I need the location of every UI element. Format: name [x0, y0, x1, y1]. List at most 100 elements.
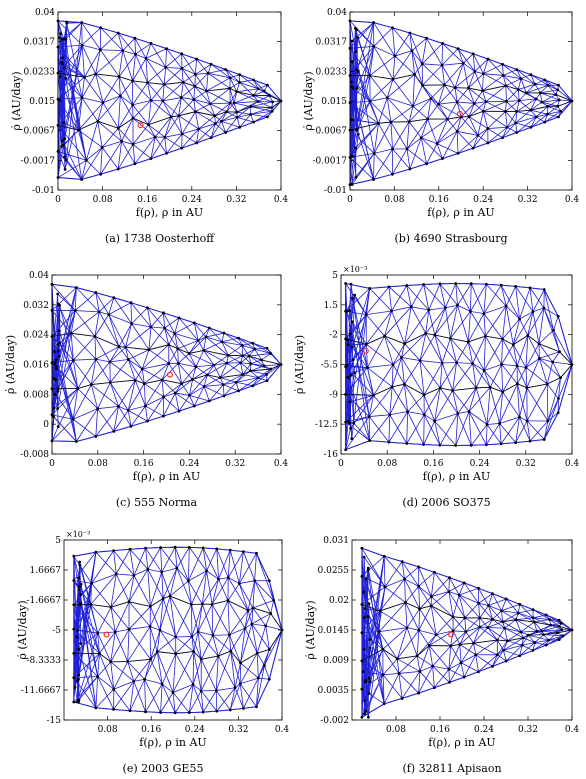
mesh-edge	[51, 414, 74, 420]
mesh-node	[186, 579, 190, 583]
mesh-edge	[463, 53, 474, 64]
mesh-edge	[515, 286, 520, 320]
mesh-edge	[188, 547, 204, 582]
mesh-edge	[51, 284, 57, 367]
mesh-edge	[383, 556, 386, 588]
mesh-edge	[176, 567, 192, 605]
mesh-edge	[483, 58, 489, 74]
mesh-node	[482, 72, 485, 76]
mesh-edge	[369, 288, 392, 312]
mesh-edge	[239, 652, 258, 684]
mesh-edge	[432, 645, 451, 667]
mesh-edge	[189, 353, 215, 366]
mesh-edge	[519, 604, 534, 619]
mesh-node	[405, 442, 409, 445]
mesh-node	[62, 37, 65, 41]
mesh-edge	[409, 32, 423, 64]
mesh-node	[79, 593, 83, 596]
mesh-edge	[504, 627, 521, 633]
mesh-edge	[150, 136, 156, 159]
mesh-edge	[242, 348, 255, 357]
mesh-edge	[109, 359, 129, 363]
y-tick-label: -0.01	[32, 186, 55, 196]
mesh-node	[381, 647, 385, 651]
mesh-edge	[386, 79, 394, 98]
mesh-node	[201, 546, 205, 550]
mesh-edge	[174, 317, 180, 334]
mesh-edge	[520, 630, 537, 633]
mesh-edge	[557, 89, 573, 102]
mesh-edge	[128, 410, 148, 422]
mesh-edge	[175, 392, 190, 396]
mesh-node	[109, 660, 113, 664]
mesh-node	[54, 367, 58, 371]
mesh-edge	[118, 76, 133, 106]
mesh-edge	[434, 420, 457, 446]
mesh-edge	[193, 322, 199, 341]
mesh-edge	[479, 617, 489, 628]
mesh-edge	[355, 51, 375, 154]
mesh-edge	[206, 364, 215, 376]
mesh-node	[549, 623, 553, 627]
mesh-edge	[221, 332, 225, 342]
mesh-edge	[214, 115, 222, 122]
mesh-edge	[428, 309, 436, 336]
mesh-node	[249, 362, 253, 366]
mesh-edge	[389, 384, 405, 415]
mesh-node	[348, 400, 352, 404]
mesh-edge	[191, 604, 203, 637]
mesh-node	[270, 109, 274, 113]
mesh-node	[241, 354, 245, 358]
mesh-node	[349, 80, 353, 84]
mesh-edge	[161, 363, 179, 381]
mesh-edge	[251, 613, 271, 625]
mesh-edge	[230, 651, 241, 684]
mesh-edge	[191, 570, 207, 605]
mesh-node	[173, 391, 177, 395]
mesh-edge	[449, 338, 457, 363]
mesh-node	[146, 81, 149, 85]
mesh-edge	[486, 391, 504, 425]
mesh-edge	[174, 547, 189, 582]
mesh-edge	[439, 283, 458, 306]
mesh-node	[205, 569, 208, 573]
mesh-edge	[448, 644, 461, 670]
mesh-edge	[436, 143, 443, 159]
mesh-edge	[95, 358, 111, 383]
mesh-edge	[197, 604, 203, 632]
mesh-edge	[252, 607, 267, 627]
mesh-node	[366, 366, 369, 369]
mesh-node	[144, 56, 148, 60]
mesh-node	[469, 309, 472, 313]
mesh-edge	[434, 334, 457, 363]
mesh-edge	[188, 353, 197, 367]
mesh-edge	[206, 570, 213, 605]
mesh-edge	[94, 311, 100, 337]
mesh-node	[83, 75, 86, 79]
mesh-edge	[205, 336, 223, 343]
mesh-node	[239, 661, 242, 665]
mesh-edge	[251, 623, 266, 627]
mesh-edge	[229, 77, 240, 83]
mesh-node	[451, 629, 455, 633]
mesh-edge	[239, 580, 255, 584]
mesh-edge	[163, 312, 166, 329]
mesh-node	[58, 341, 62, 345]
mesh-edge	[408, 121, 422, 138]
mesh-edge	[73, 594, 82, 630]
mesh-edge	[423, 414, 425, 445]
mesh-node	[464, 630, 468, 634]
mesh-edge	[172, 692, 176, 713]
mesh-edge	[378, 97, 388, 124]
mesh-node	[543, 120, 547, 124]
mesh-node	[72, 652, 76, 655]
mesh-edge	[172, 651, 195, 693]
mesh-edge	[113, 550, 135, 576]
mesh-edge	[349, 147, 357, 185]
mesh-edge	[180, 82, 184, 98]
mesh-edge	[505, 111, 517, 124]
mesh-node	[407, 120, 411, 124]
mesh-node	[78, 563, 82, 567]
mesh-edge	[505, 78, 522, 87]
mesh-edge	[500, 285, 507, 307]
